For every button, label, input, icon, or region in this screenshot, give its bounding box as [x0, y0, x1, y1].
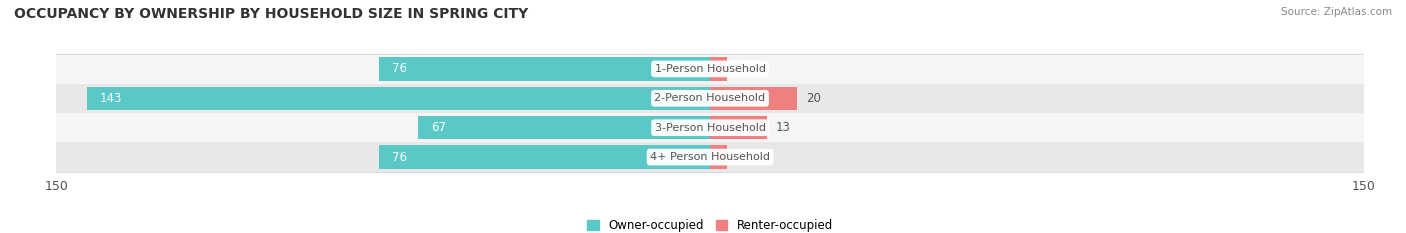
Bar — [710, 86, 797, 110]
Text: OCCUPANCY BY OWNERSHIP BY HOUSEHOLD SIZE IN SPRING CITY: OCCUPANCY BY OWNERSHIP BY HOUSEHOLD SIZE… — [14, 7, 529, 21]
Bar — [56, 84, 1364, 113]
Bar — [418, 116, 710, 140]
Text: 76: 76 — [392, 62, 406, 75]
Text: 1-Person Household: 1-Person Household — [655, 64, 765, 74]
Text: 67: 67 — [432, 121, 446, 134]
Text: 3-Person Household: 3-Person Household — [655, 123, 765, 133]
Bar — [710, 57, 727, 81]
Bar — [378, 145, 710, 169]
Text: 2-Person Household: 2-Person Household — [654, 93, 766, 103]
Text: 4: 4 — [737, 151, 744, 164]
Bar — [710, 116, 766, 140]
Text: Source: ZipAtlas.com: Source: ZipAtlas.com — [1281, 7, 1392, 17]
Bar — [87, 86, 710, 110]
Text: 4: 4 — [737, 62, 744, 75]
Text: 143: 143 — [100, 92, 122, 105]
Bar — [710, 145, 727, 169]
Legend: Owner-occupied, Renter-occupied: Owner-occupied, Renter-occupied — [582, 214, 838, 233]
Text: 13: 13 — [776, 121, 790, 134]
Bar — [56, 142, 1364, 172]
Text: 4+ Person Household: 4+ Person Household — [650, 152, 770, 162]
Text: 20: 20 — [806, 92, 821, 105]
Bar — [56, 113, 1364, 142]
Bar — [56, 54, 1364, 84]
Text: 76: 76 — [392, 151, 406, 164]
Bar — [378, 57, 710, 81]
